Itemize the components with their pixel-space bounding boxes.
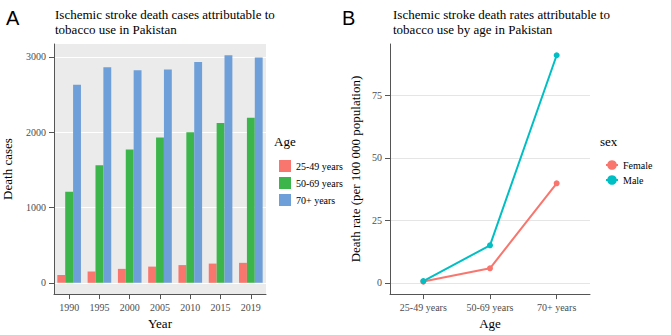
svg-text:Death rate (per 100 000 popula: Death rate (per 100 000 population) [348,76,363,263]
svg-text:A: A [6,7,20,29]
svg-text:0: 0 [41,277,46,288]
svg-text:2005: 2005 [150,302,170,313]
svg-text:70+ years: 70+ years [296,195,335,206]
svg-text:50-69 years: 50-69 years [296,178,343,189]
svg-text:2010: 2010 [180,302,200,313]
svg-text:1000: 1000 [26,202,46,213]
svg-text:2015: 2015 [211,302,231,313]
svg-text:Age: Age [274,134,296,149]
svg-text:Year: Year [148,316,173,331]
svg-text:2019: 2019 [241,302,261,313]
svg-text:B: B [342,7,355,29]
svg-text:1990: 1990 [59,302,79,313]
svg-text:25: 25 [372,215,382,226]
svg-text:Death cases: Death cases [0,138,15,200]
svg-text:Ischemic stroke death rates at: Ischemic stroke death rates attributable… [393,7,613,22]
svg-text:tobacco use by age in Pakistan: tobacco use by age in Pakistan [393,22,553,37]
svg-text:Ischemic stroke death cases at: Ischemic stroke death cases attributable… [55,7,278,22]
svg-text:70+ years: 70+ years [537,302,576,313]
svg-text:50-69 years: 50-69 years [467,302,514,313]
svg-text:1995: 1995 [89,302,109,313]
svg-text:2000: 2000 [26,127,46,138]
svg-text:sex: sex [600,134,618,149]
svg-text:Age: Age [479,316,501,331]
svg-text:50: 50 [372,152,382,163]
svg-text:25-49 years: 25-49 years [296,161,343,172]
svg-text:tobacco use in Pakistan: tobacco use in Pakistan [55,22,177,37]
svg-text:75: 75 [372,90,382,101]
svg-text:3000: 3000 [26,51,46,62]
svg-text:Female: Female [623,160,653,171]
svg-text:2000: 2000 [120,302,140,313]
svg-text:25-49 years: 25-49 years [400,302,447,313]
svg-text:0: 0 [377,277,382,288]
svg-text:Male: Male [623,175,644,186]
